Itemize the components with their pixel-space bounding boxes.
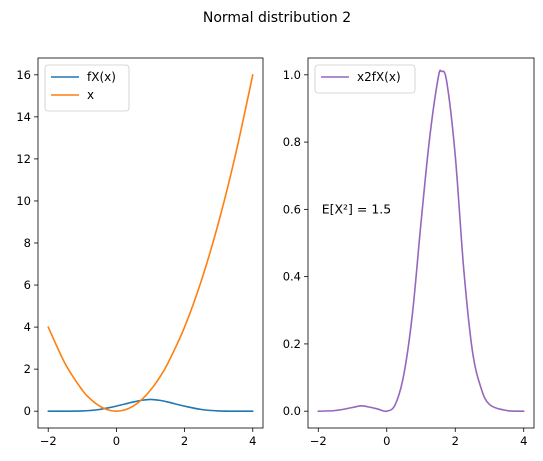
series-line-2 <box>47 74 254 412</box>
y-tick-label: 16 <box>16 68 31 82</box>
axes-frame <box>37 57 264 429</box>
y-tick-label: 12 <box>16 152 31 166</box>
expectation-annotation: E[X²] = 1.5 <box>322 201 392 216</box>
y-tick-label: 6 <box>24 278 31 292</box>
series-line-1 <box>317 69 525 413</box>
y-tick-label: 10 <box>16 194 31 208</box>
x-tick-label: 2 <box>452 434 459 448</box>
right-subplot: −2 0 2 4 0.0 0.2 0.4 0.6 0.8 1.0 E[X²] = 1.5 x2fX(x… <box>283 57 535 448</box>
y-tick-label: 0 <box>24 404 31 418</box>
x-tick-label: −2 <box>40 434 57 448</box>
figure-suptitle: Normal distribution 2 <box>203 10 351 26</box>
y-tick-label: 4 <box>24 320 31 334</box>
y-tick-label: 0.2 <box>283 337 301 351</box>
y-tick-label: 0.6 <box>283 202 301 216</box>
legend-box <box>314 64 416 94</box>
x-tick-label: 0 <box>383 434 390 448</box>
y-tick-label: 8 <box>24 236 31 250</box>
y-tick-label: 0.0 <box>283 404 301 418</box>
x-tick-label: 4 <box>249 434 256 448</box>
legend: fX(x) x <box>44 64 130 112</box>
y-tick-label: 0.8 <box>283 135 301 149</box>
left-subplot: −2 0 2 4 0 2 4 6 8 10 12 14 16 fX(x) x <box>16 57 264 448</box>
x-tick-label: 0 <box>113 434 120 448</box>
x-tick-label: 4 <box>520 434 527 448</box>
series-line-1 <box>47 398 254 412</box>
y-tick-label: 14 <box>16 110 31 124</box>
x-tick-label: −2 <box>310 434 327 448</box>
y-tick-label: 1.0 <box>283 68 301 82</box>
y-tick-label: 2 <box>24 362 31 376</box>
legend-entry: fX(x) <box>87 70 116 84</box>
y-tick-label: 0.4 <box>283 270 301 284</box>
x-tick-label: 2 <box>181 434 188 448</box>
axes-frame <box>307 57 535 429</box>
legend-entry: x2fX(x) <box>357 70 401 84</box>
legend-entry: x <box>87 88 94 102</box>
legend: x2fX(x) <box>314 64 416 94</box>
